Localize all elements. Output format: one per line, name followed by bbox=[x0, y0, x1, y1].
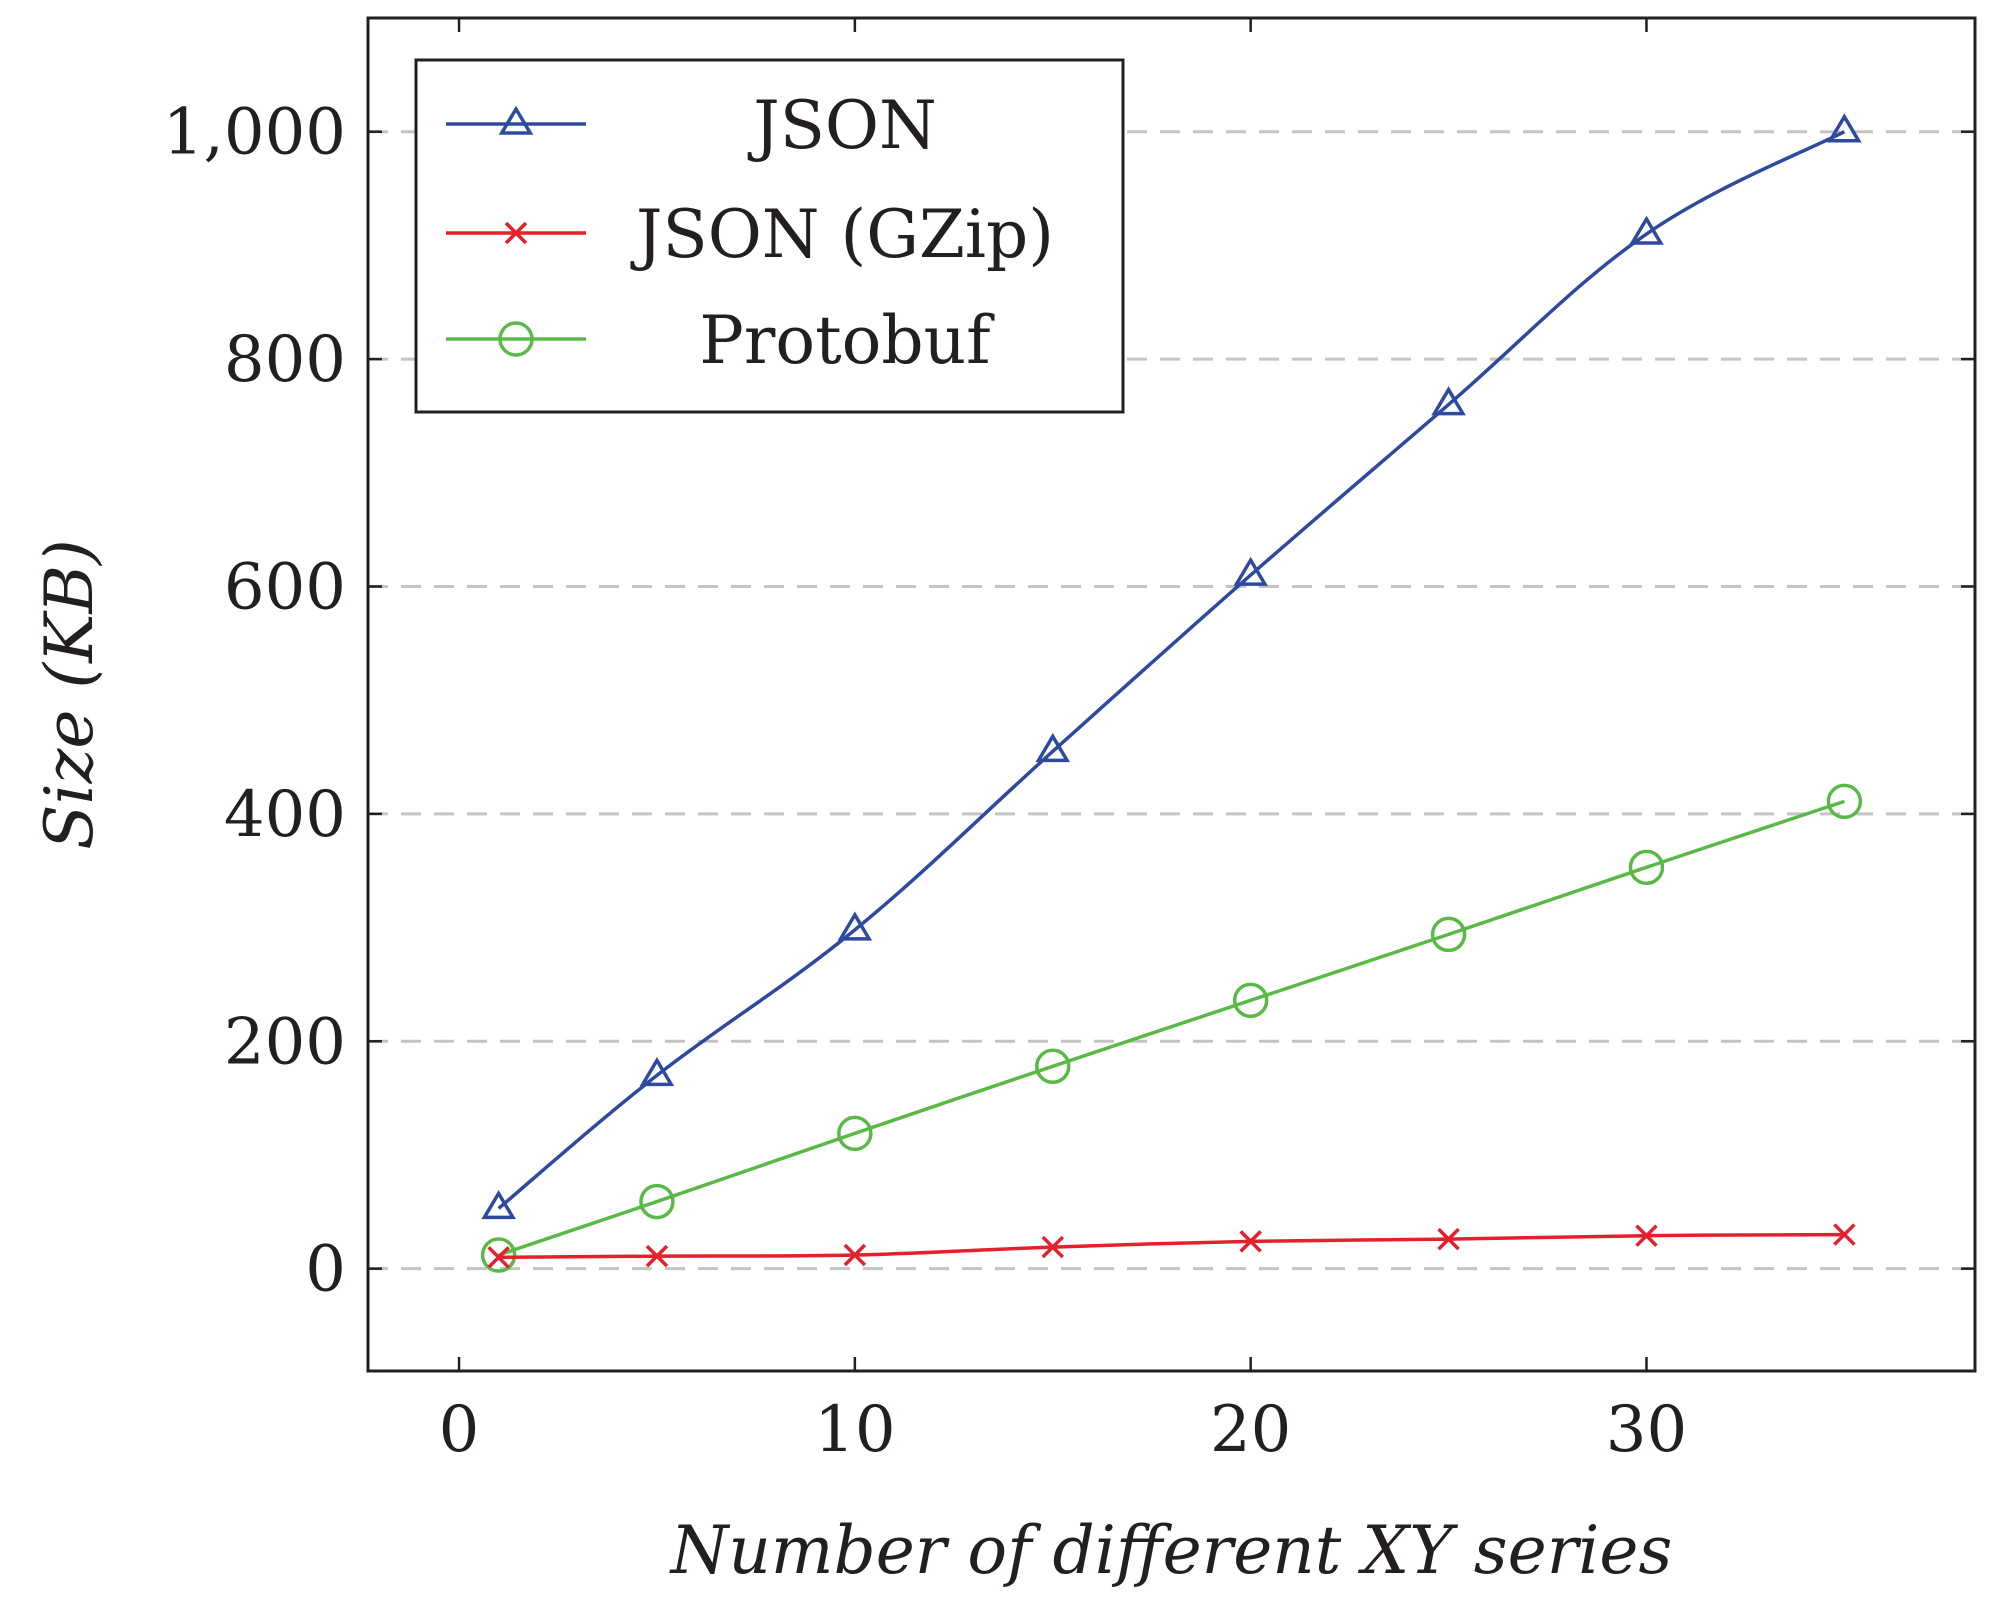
series-json-gzip bbox=[487, 1223, 1856, 1269]
data-point-json-gzip bbox=[645, 1244, 669, 1268]
x-axis-title: Number of different XY series bbox=[669, 1512, 1673, 1589]
data-point-protobuf bbox=[1628, 849, 1665, 886]
y-tick-label: 600 bbox=[224, 550, 346, 624]
x-tick-label: 30 bbox=[1606, 1393, 1687, 1467]
cross-stroke bbox=[1239, 1230, 1262, 1253]
legend-marker bbox=[498, 321, 534, 357]
data-point-json-gzip bbox=[1437, 1227, 1460, 1251]
data-point-protobuf bbox=[480, 1237, 517, 1273]
data-point-json bbox=[639, 1056, 675, 1087]
data-point-protobuf bbox=[1035, 1048, 1071, 1085]
cross-stroke bbox=[1635, 1224, 1658, 1247]
data-point-json-gzip bbox=[1833, 1223, 1856, 1246]
cross-stroke bbox=[1833, 1223, 1856, 1246]
data-point-json-gzip bbox=[1041, 1235, 1064, 1259]
legend: JSON JSON (GZip) Protobuf bbox=[414, 58, 1125, 414]
series-json bbox=[481, 113, 1862, 1220]
cross-stroke bbox=[1437, 1227, 1460, 1251]
y-axis-title: Size (KB) bbox=[31, 539, 108, 849]
data-point-json-gzip bbox=[1239, 1230, 1262, 1253]
data-point-json-gzip bbox=[843, 1243, 867, 1267]
data-point-protobuf bbox=[1232, 982, 1269, 1019]
data-point-json bbox=[1629, 215, 1664, 245]
tick-labels: 0 200 400 600 800 1,000 0 10 20 30 bbox=[163, 96, 1687, 1467]
y-tick-label: 400 bbox=[224, 778, 346, 852]
legend-marker bbox=[498, 105, 534, 135]
legend-entry-protobuf: Protobuf bbox=[446, 302, 995, 379]
data-point-protobuf bbox=[837, 1115, 873, 1152]
cross-stroke bbox=[645, 1244, 669, 1268]
legend-label: JSON (GZip) bbox=[630, 196, 1054, 273]
series-protobuf bbox=[480, 783, 1863, 1273]
x-tick-label: 0 bbox=[439, 1393, 480, 1467]
series-line-json-gzip bbox=[498, 1232, 1845, 1260]
x-tick-label: 20 bbox=[1210, 1393, 1291, 1467]
legend-label: JSON bbox=[747, 87, 937, 164]
data-point-json bbox=[837, 911, 873, 941]
data-point-json-gzip bbox=[1635, 1224, 1658, 1247]
plot-frame bbox=[366, 16, 1977, 1373]
legend-marker bbox=[504, 221, 528, 245]
data-point-protobuf bbox=[639, 1183, 675, 1220]
cross-stroke bbox=[843, 1243, 867, 1267]
y-tick-label: 200 bbox=[224, 1005, 346, 1079]
data-point-json bbox=[1233, 556, 1268, 586]
data-point-protobuf bbox=[1430, 916, 1467, 953]
data-point-json bbox=[1827, 113, 1862, 143]
data-point-json bbox=[481, 1189, 516, 1220]
series-line-json bbox=[497, 130, 1846, 1210]
cross-stroke bbox=[504, 221, 528, 245]
series-line-protobuf bbox=[498, 799, 1845, 1257]
data-point-json-gzip bbox=[487, 1246, 510, 1269]
legend-label: Protobuf bbox=[699, 302, 995, 379]
data-point-protobuf bbox=[1826, 783, 1863, 820]
y-tick-label: 800 bbox=[224, 323, 346, 397]
data-point-json bbox=[1431, 386, 1466, 416]
axis-ticks bbox=[368, 18, 1975, 1371]
legend-box bbox=[414, 58, 1125, 414]
cross-stroke bbox=[1041, 1235, 1064, 1259]
y-tick-label: 1,000 bbox=[163, 96, 346, 170]
x-tick-label: 10 bbox=[814, 1393, 895, 1467]
legend-entry-json-gzip: JSON (GZip) bbox=[446, 196, 1054, 273]
legend-entry-json: JSON bbox=[446, 87, 937, 164]
series-lines bbox=[480, 113, 1863, 1273]
y-tick-label: 0 bbox=[305, 1233, 346, 1307]
cross-stroke bbox=[487, 1246, 510, 1269]
data-point-json bbox=[1035, 732, 1071, 763]
